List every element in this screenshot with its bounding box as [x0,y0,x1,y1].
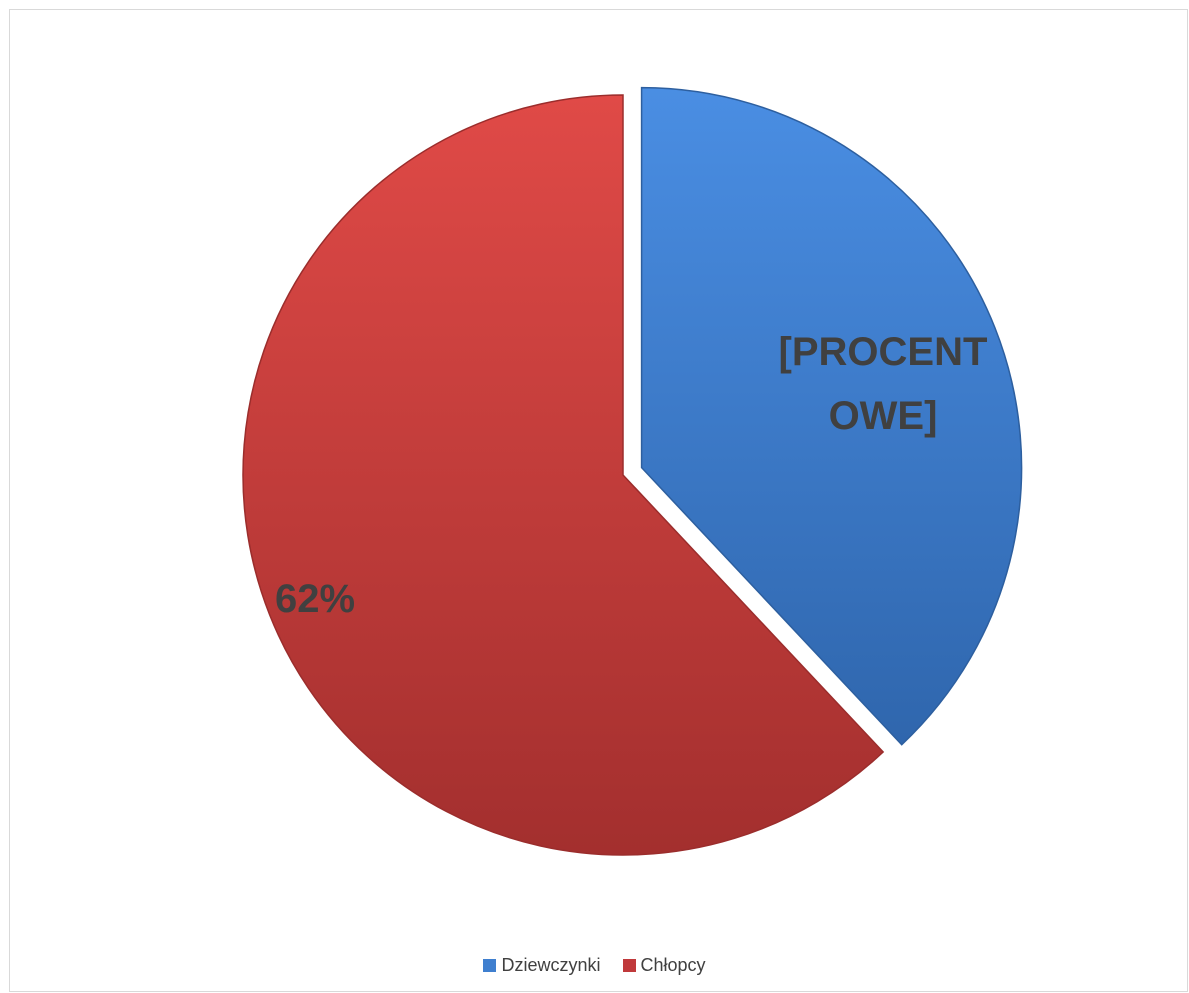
legend-label-chlopcy: Chłopcy [640,955,706,975]
data-label-dziewczynki: [PROCENT OWE] [779,330,988,438]
pie-slice-ch-opcy [242,94,885,856]
legend-label-dziewczynki: Dziewczynki [501,955,601,975]
legend-swatch-chlopcy [622,959,636,972]
legend-item-dziewczynki: Dziewczynki [483,955,601,976]
legend-item-chlopcy: Chłopcy [622,955,706,976]
pie-slice-dziewczynki [640,86,1023,746]
legend-swatch-dziewczynki [483,959,497,972]
data-label-ch-opcy: 62% [275,577,355,621]
chart-legend: Dziewczynki Chłopcy [0,955,1189,976]
